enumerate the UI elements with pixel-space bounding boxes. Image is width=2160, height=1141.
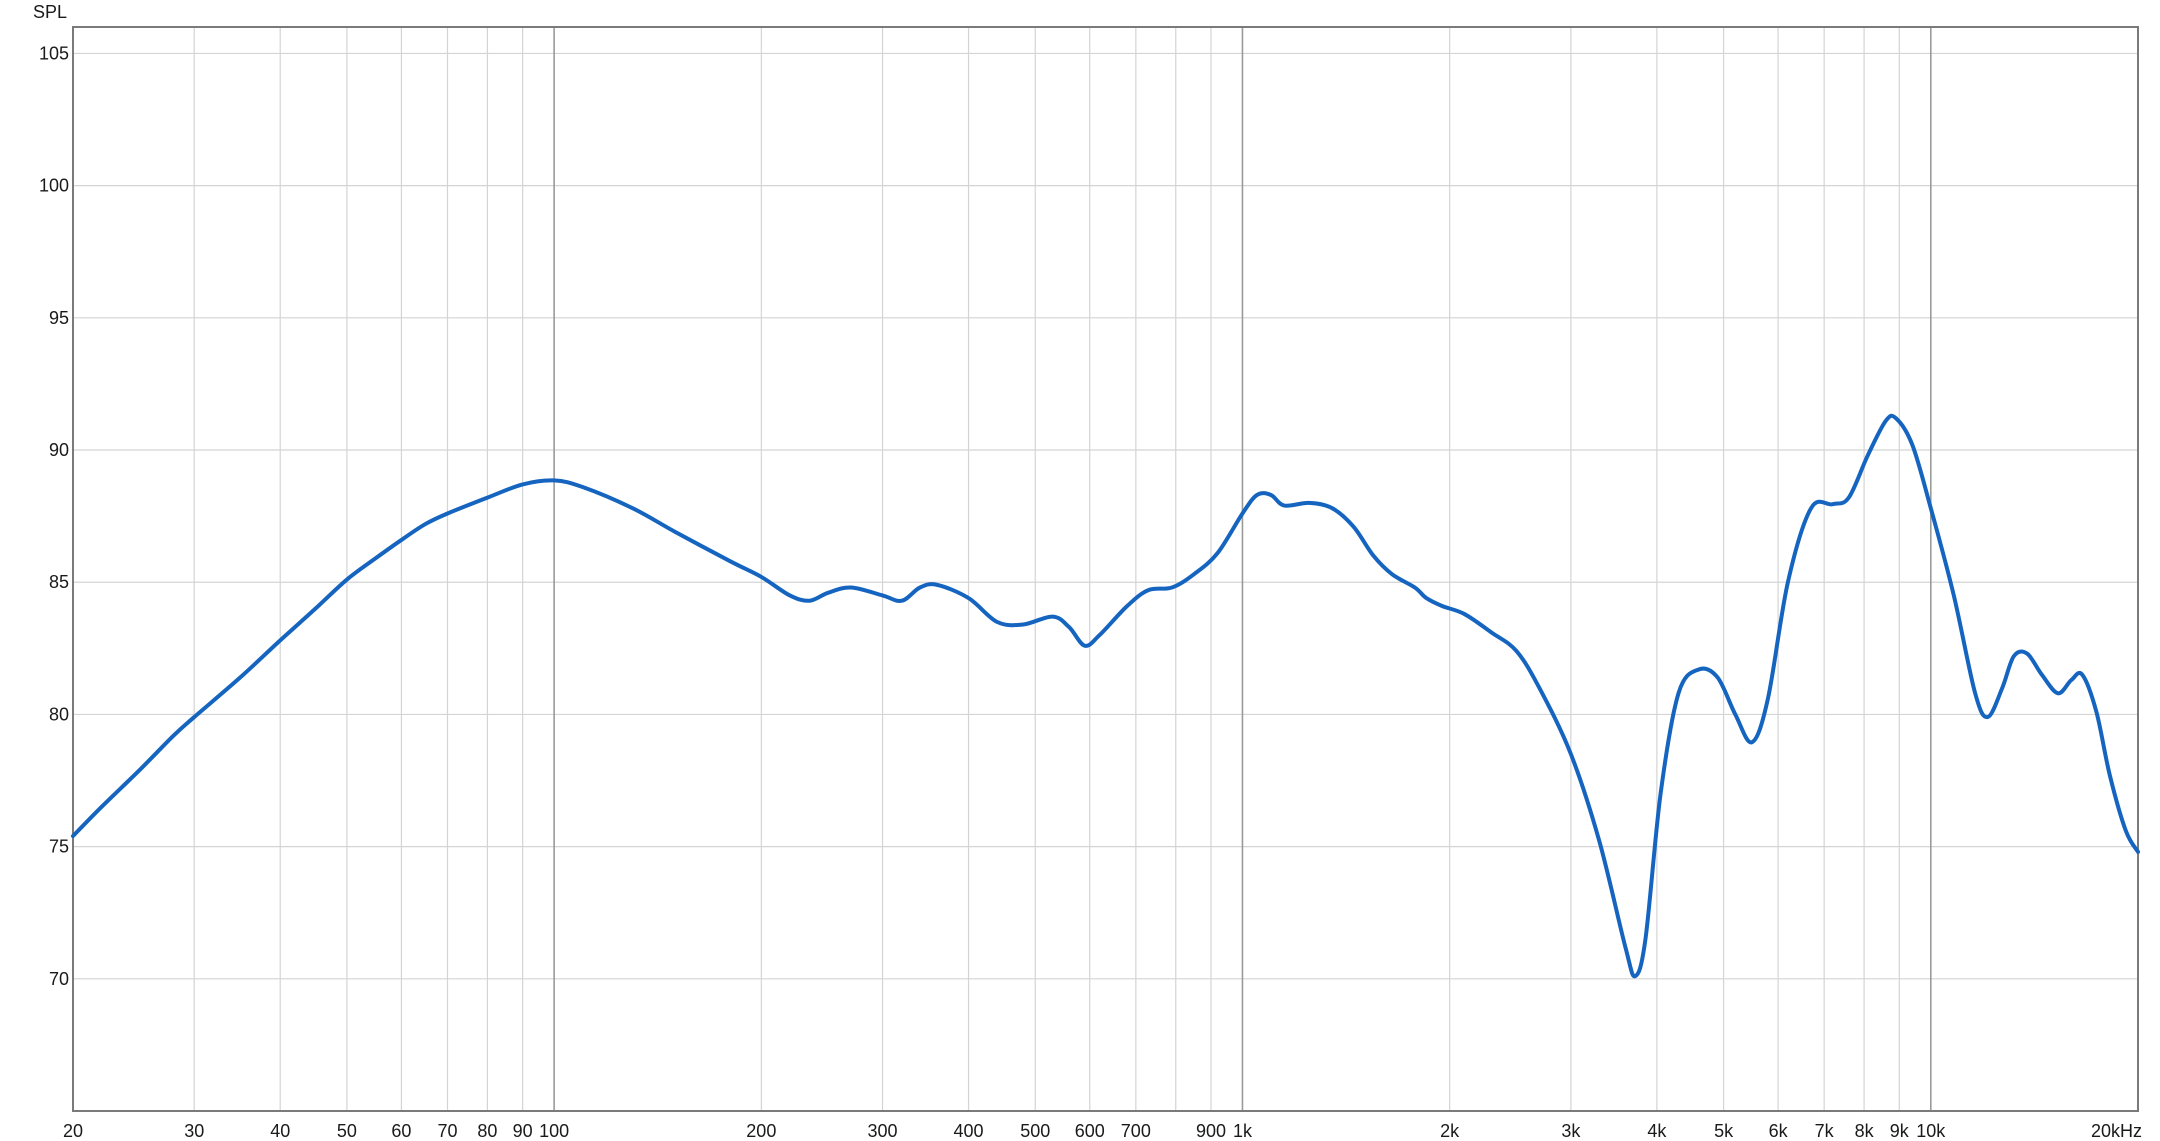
x-tick-label: 70: [437, 1121, 457, 1141]
x-tick-label: 3k: [1561, 1121, 1581, 1141]
x-tick-label: 900: [1196, 1121, 1226, 1141]
x-tick-label: 300: [868, 1121, 898, 1141]
x-tick-label: 8k: [1855, 1121, 1875, 1141]
x-axis: 20 30 40 50 60 70 80 90 100 200 300 400 500 600 700 900…: [63, 1121, 2142, 1141]
x-tick-label: 5k: [1714, 1121, 1734, 1141]
x-tick-label: 20: [63, 1121, 83, 1141]
x-tick-label: 9k: [1890, 1121, 1910, 1141]
y-tick-label: 95: [49, 308, 69, 328]
y-tick-label: 85: [49, 572, 69, 592]
x-tick-label: 200: [746, 1121, 776, 1141]
x-tick-label: 30: [184, 1121, 204, 1141]
x-tick-label: 4k: [1647, 1121, 1667, 1141]
y-tick-label: 105: [39, 43, 69, 63]
grid: [72, 27, 2139, 1111]
y-tick-label: 70: [49, 969, 69, 989]
plot-border: [72, 26, 2139, 1112]
plot-frame: [72, 26, 2139, 1112]
y-tick-label: 90: [49, 440, 69, 460]
y-tick-label: 75: [49, 837, 69, 857]
x-tick-label: 80: [477, 1121, 497, 1141]
x-tick-label: 500: [1020, 1121, 1050, 1141]
x-tick-label: 20kHz: [2091, 1121, 2142, 1141]
y-axis-label: SPL: [33, 2, 67, 22]
x-tick-label: 90: [513, 1121, 533, 1141]
x-tick-label: 40: [270, 1121, 290, 1141]
x-tick-label: 700: [1121, 1121, 1151, 1141]
x-tick-label: 7k: [1815, 1121, 1835, 1141]
x-tick-label: 10k: [1916, 1121, 1946, 1141]
x-tick-label: 50: [337, 1121, 357, 1141]
y-tick-label: 80: [49, 704, 69, 724]
series-curve-group: [71, 413, 2140, 979]
y-axis: 70 75 80 85 90 95 100 105: [39, 43, 69, 988]
x-tick-label: 400: [954, 1121, 984, 1141]
y-tick-label: 100: [39, 176, 69, 196]
x-tick-label: 600: [1075, 1121, 1105, 1141]
x-tick-label: 60: [391, 1121, 411, 1141]
x-tick-label: 2k: [1440, 1121, 1460, 1141]
spl-curve: [71, 413, 2140, 979]
x-tick-label: 6k: [1769, 1121, 1789, 1141]
x-tick-label: 1k: [1233, 1121, 1253, 1141]
x-tick-label: 100: [539, 1121, 569, 1141]
